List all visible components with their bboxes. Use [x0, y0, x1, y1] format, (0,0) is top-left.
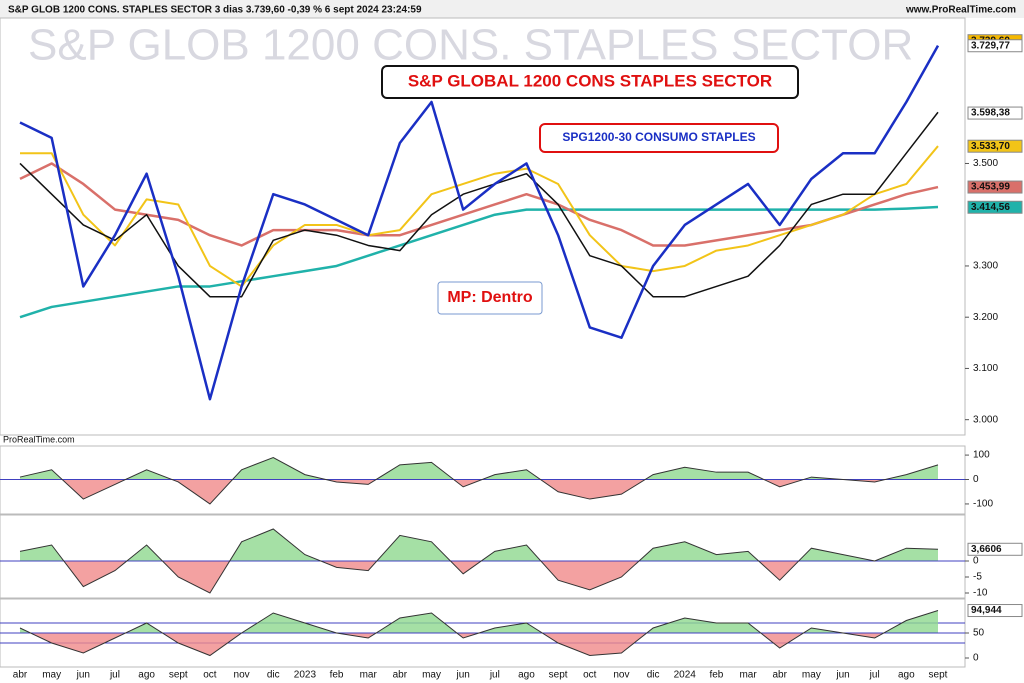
oscillator-line [19, 456, 939, 505]
price-tag-label: 3.729,77 [971, 40, 1010, 51]
price-tag-label: 94,944 [971, 605, 1002, 616]
price-tag-label: 3.533,70 [971, 141, 1010, 152]
x-tick-label: feb [709, 670, 723, 681]
panel-frame [0, 17, 966, 436]
price-tag [967, 39, 1023, 53]
x-tick-label: abr [393, 670, 408, 681]
x-tick-label: sept [549, 670, 568, 681]
price-tag [967, 106, 1023, 120]
x-tick-label: jun [76, 670, 90, 681]
oscillator-line [19, 528, 939, 594]
panel-frame [0, 514, 966, 600]
x-tick-label: ago [138, 670, 155, 681]
x-tick-label: 2023 [294, 670, 317, 681]
annotation: SPG1200-30 CONSUMO STAPLES [562, 130, 755, 144]
y-tick-label: 100 [973, 450, 990, 461]
x-tick-label: oct [203, 670, 217, 681]
y-tick-label: -100 [973, 499, 993, 510]
x-tick-label: may [42, 670, 61, 681]
panel-credit: ProRealTime.com [3, 434, 75, 444]
price-line [19, 162, 939, 247]
positive-area [20, 457, 938, 480]
x-tick-label: dic [267, 670, 280, 681]
header-title: S&P GLOB 1200 CONS. STAPLES SECTOR 3 dia… [8, 5, 422, 16]
oscillator-line [19, 610, 939, 657]
y-tick-label: 3.300 [973, 261, 998, 272]
watermark: S&P GLOB 1200 CONS. STAPLES SECTOR [28, 21, 913, 70]
y-tick-label: 0 [973, 556, 979, 567]
y-tick-label: 50 [973, 628, 985, 639]
price-tag-label: 3,6606 [971, 544, 1002, 555]
header-site: www.ProRealTime.com [905, 5, 1016, 16]
x-tick-label: oct [583, 670, 597, 681]
x-tick-label: jul [869, 670, 880, 681]
negative-area [20, 561, 938, 593]
y-tick-label: 0 [973, 474, 979, 485]
annotation-box [539, 123, 779, 153]
x-tick-label: ago [518, 670, 535, 681]
x-tick-label: jun [835, 670, 849, 681]
y-tick-label: 3.200 [973, 312, 998, 323]
y-tick-label: 3.500 [973, 158, 998, 169]
y-tick-label: 3.100 [973, 363, 998, 374]
annotation: MP: Dentro [447, 289, 533, 306]
positive-area [20, 529, 938, 561]
price-line [19, 205, 939, 319]
x-tick-label: jul [489, 670, 500, 681]
price-tag [967, 139, 1023, 153]
x-tick-label: jul [109, 670, 120, 681]
x-tick-label: mar [360, 670, 378, 681]
x-tick-label: nov [234, 670, 250, 681]
price-tag [967, 180, 1023, 194]
x-tick-label: abr [772, 670, 787, 681]
x-tick-label: 2024 [674, 670, 697, 681]
x-tick-label: may [802, 670, 821, 681]
x-tick-label: nov [613, 670, 629, 681]
annotation: S&P GLOBAL 1200 CONS STAPLES SECTOR [408, 71, 772, 90]
annotation-box [381, 65, 799, 99]
y-tick-label: 0 [973, 653, 979, 664]
negative-area [20, 633, 938, 656]
price-tag [967, 604, 1023, 618]
y-tick-label: -10 [973, 588, 988, 599]
price-tag-label: 3.414,56 [971, 202, 1010, 213]
x-tick-label: abr [13, 670, 28, 681]
header-bar [0, 0, 1024, 18]
x-tick-label: sept [929, 670, 948, 681]
x-tick-label: may [422, 670, 441, 681]
price-line [19, 45, 940, 401]
positive-area [20, 610, 938, 633]
y-tick-label: -5 [973, 572, 982, 583]
price-tag [967, 542, 1023, 556]
x-tick-label: ago [898, 670, 915, 681]
price-line [20, 145, 939, 288]
x-tick-label: jun [455, 670, 469, 681]
annotation-box [437, 281, 543, 315]
x-tick-label: sept [169, 670, 188, 681]
x-tick-label: dic [647, 670, 660, 681]
y-tick-label: 3.000 [973, 414, 998, 425]
x-tick-label: mar [739, 670, 757, 681]
x-tick-label: feb [330, 670, 344, 681]
price-tag-label: 3.598,38 [971, 108, 1010, 119]
price-tag-label: 3.453,99 [971, 182, 1010, 193]
price-tag [967, 200, 1023, 214]
